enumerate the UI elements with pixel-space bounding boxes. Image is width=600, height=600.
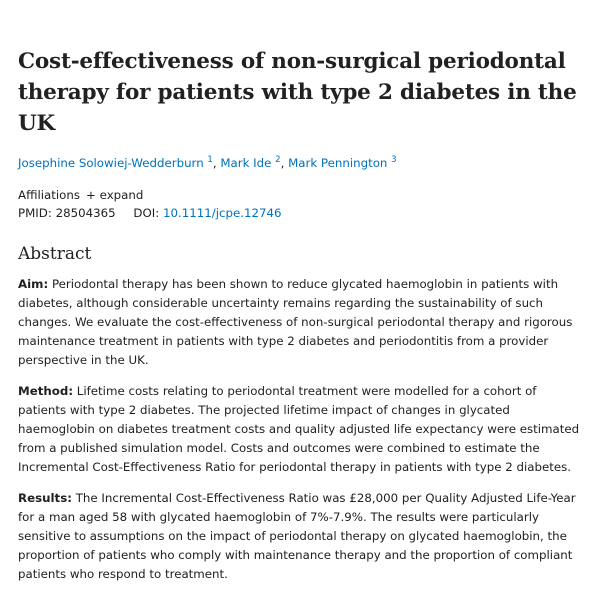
section-text: The Incremental Cost-Effectiveness Ratio… xyxy=(18,490,576,581)
section-label: Results: xyxy=(18,490,72,505)
affiliation-number[interactable]: 3 xyxy=(391,155,397,165)
abstract-method: Method: Lifetime costs relating to perio… xyxy=(18,382,586,477)
author-link[interactable]: Josephine Solowiej-Wedderburn 1 xyxy=(18,155,213,170)
abstract-results: Results: The Incremental Cost-Effectiven… xyxy=(18,489,586,584)
pmid-label: PMID: xyxy=(18,205,52,220)
affiliation-number[interactable]: 1 xyxy=(207,155,213,165)
doi-label: DOI: xyxy=(133,205,160,220)
section-text: Lifetime costs relating to periodontal t… xyxy=(18,383,580,474)
author-name: Mark Ide xyxy=(220,155,272,170)
abstract-heading: Abstract xyxy=(18,243,92,264)
article-title: Cost-effectiveness of non-surgical perio… xyxy=(18,49,577,136)
affiliations-label: Affiliations xyxy=(18,187,81,202)
affiliations-row: Affiliations + expand xyxy=(18,186,586,204)
author-list: Josephine Solowiej-Wedderburn 1, Mark Id… xyxy=(18,155,397,170)
section-label: Method: xyxy=(18,383,74,398)
author-link[interactable]: Mark Ide 2 xyxy=(220,155,281,170)
affiliations-expand-toggle[interactable]: + expand xyxy=(86,187,144,202)
abstract-aim: Aim: Periodontal therapy has been shown … xyxy=(18,275,586,370)
pmid-value: 28504365 xyxy=(55,205,116,220)
author-name: Mark Pennington xyxy=(288,155,388,170)
author-name: Josephine Solowiej-Wedderburn xyxy=(18,155,204,170)
section-label: Aim: xyxy=(18,276,49,291)
affiliation-number[interactable]: 2 xyxy=(275,155,281,165)
author-link[interactable]: Mark Pennington 3 xyxy=(288,155,397,170)
doi-link[interactable]: 10.1111/jcpe.12746 xyxy=(162,205,282,220)
identifiers-row: PMID: 28504365 DOI: 10.1111/jcpe.12746 xyxy=(18,204,586,222)
section-text: Periodontal therapy has been shown to re… xyxy=(18,276,573,367)
article-page: Cost-effectiveness of non-surgical perio… xyxy=(18,46,586,596)
